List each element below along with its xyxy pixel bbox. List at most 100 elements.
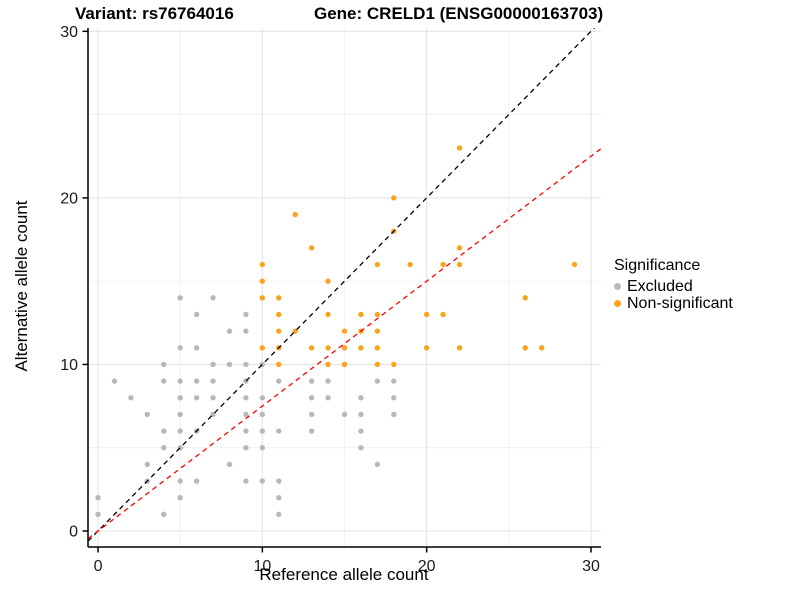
data-point	[325, 278, 331, 284]
x-axis-label: Reference allele count	[259, 565, 429, 584]
data-point	[259, 428, 266, 434]
series-excluded	[95, 295, 397, 518]
series-non-significant	[259, 145, 578, 368]
data-point	[308, 428, 315, 434]
data-point	[111, 378, 118, 384]
data-point	[341, 361, 348, 368]
data-point	[243, 361, 249, 368]
data-point	[358, 311, 364, 318]
data-point	[259, 411, 266, 418]
identity-line	[88, 28, 596, 542]
data-point	[276, 478, 282, 484]
data-point	[374, 345, 381, 351]
plot-title-gene: Gene: CRELD1 (ENSG00000163703)	[314, 4, 604, 23]
legend-title: Significance	[614, 257, 701, 274]
x-tick-label: 30	[582, 558, 600, 575]
data-point	[177, 428, 183, 434]
data-point	[308, 245, 315, 251]
data-point	[391, 411, 397, 418]
data-point	[308, 378, 315, 384]
data-point	[193, 311, 200, 318]
data-point	[374, 378, 381, 384]
data-point	[374, 311, 381, 318]
data-point	[226, 461, 233, 468]
data-point	[193, 395, 200, 401]
data-point	[210, 361, 216, 368]
data-point	[259, 295, 266, 301]
data-point	[193, 378, 200, 384]
data-point	[259, 345, 266, 351]
data-point	[276, 511, 282, 518]
data-point	[210, 295, 216, 301]
data-point	[391, 395, 397, 401]
data-point	[292, 211, 298, 218]
data-point	[308, 345, 315, 351]
data-point	[358, 428, 364, 434]
data-point	[391, 361, 397, 368]
data-point	[193, 478, 200, 484]
data-point	[177, 411, 183, 418]
data-point	[440, 261, 446, 268]
data-point	[358, 345, 364, 351]
x-tick-label: 10	[253, 558, 271, 575]
data-point	[144, 461, 151, 468]
y-tick-label: 30	[60, 24, 78, 41]
data-point	[177, 378, 183, 384]
legend-item-excluded: Excluded	[614, 278, 733, 295]
data-point	[341, 345, 348, 351]
data-point	[243, 411, 249, 418]
data-point	[259, 278, 266, 284]
data-point	[341, 411, 348, 418]
data-point	[456, 345, 463, 351]
plot-title-variant: Variant: rs76764016	[75, 4, 234, 23]
data-point	[259, 445, 266, 451]
data-point	[95, 511, 101, 518]
data-point	[177, 295, 183, 301]
data-point	[358, 445, 364, 451]
data-point	[374, 461, 381, 468]
data-point	[193, 345, 200, 351]
grid-major	[88, 28, 601, 547]
data-point	[210, 378, 216, 384]
data-point	[243, 395, 249, 401]
data-point	[161, 378, 167, 384]
data-point	[341, 328, 348, 334]
data-point	[276, 494, 282, 501]
data-point	[128, 395, 134, 401]
data-point	[522, 345, 528, 351]
data-point	[226, 361, 233, 368]
data-point	[243, 445, 249, 451]
data-point	[276, 361, 282, 368]
data-point	[161, 445, 167, 451]
data-point	[325, 311, 331, 318]
data-point	[243, 428, 249, 434]
data-point	[161, 428, 167, 434]
data-point	[374, 361, 381, 368]
data-point	[177, 345, 183, 351]
data-point	[325, 345, 331, 351]
y-tick-label: 10	[60, 357, 78, 374]
data-point	[325, 378, 331, 384]
x-tick-label: 20	[418, 558, 436, 575]
data-point	[276, 311, 282, 318]
data-point	[243, 328, 249, 334]
data-point	[144, 411, 151, 418]
data-point	[177, 478, 183, 484]
y-tick-label: 0	[69, 524, 78, 541]
data-point	[456, 245, 463, 251]
data-point	[243, 311, 249, 318]
data-point	[276, 295, 282, 301]
data-point	[177, 494, 183, 501]
data-point	[391, 195, 397, 201]
data-point	[276, 378, 282, 384]
data-point	[358, 411, 364, 418]
data-point	[423, 311, 430, 318]
data-point	[325, 395, 331, 401]
x-tick-label: 0	[94, 558, 103, 575]
data-point	[456, 145, 463, 151]
data-point	[391, 378, 397, 384]
data-point	[325, 361, 331, 368]
data-point	[423, 345, 430, 351]
